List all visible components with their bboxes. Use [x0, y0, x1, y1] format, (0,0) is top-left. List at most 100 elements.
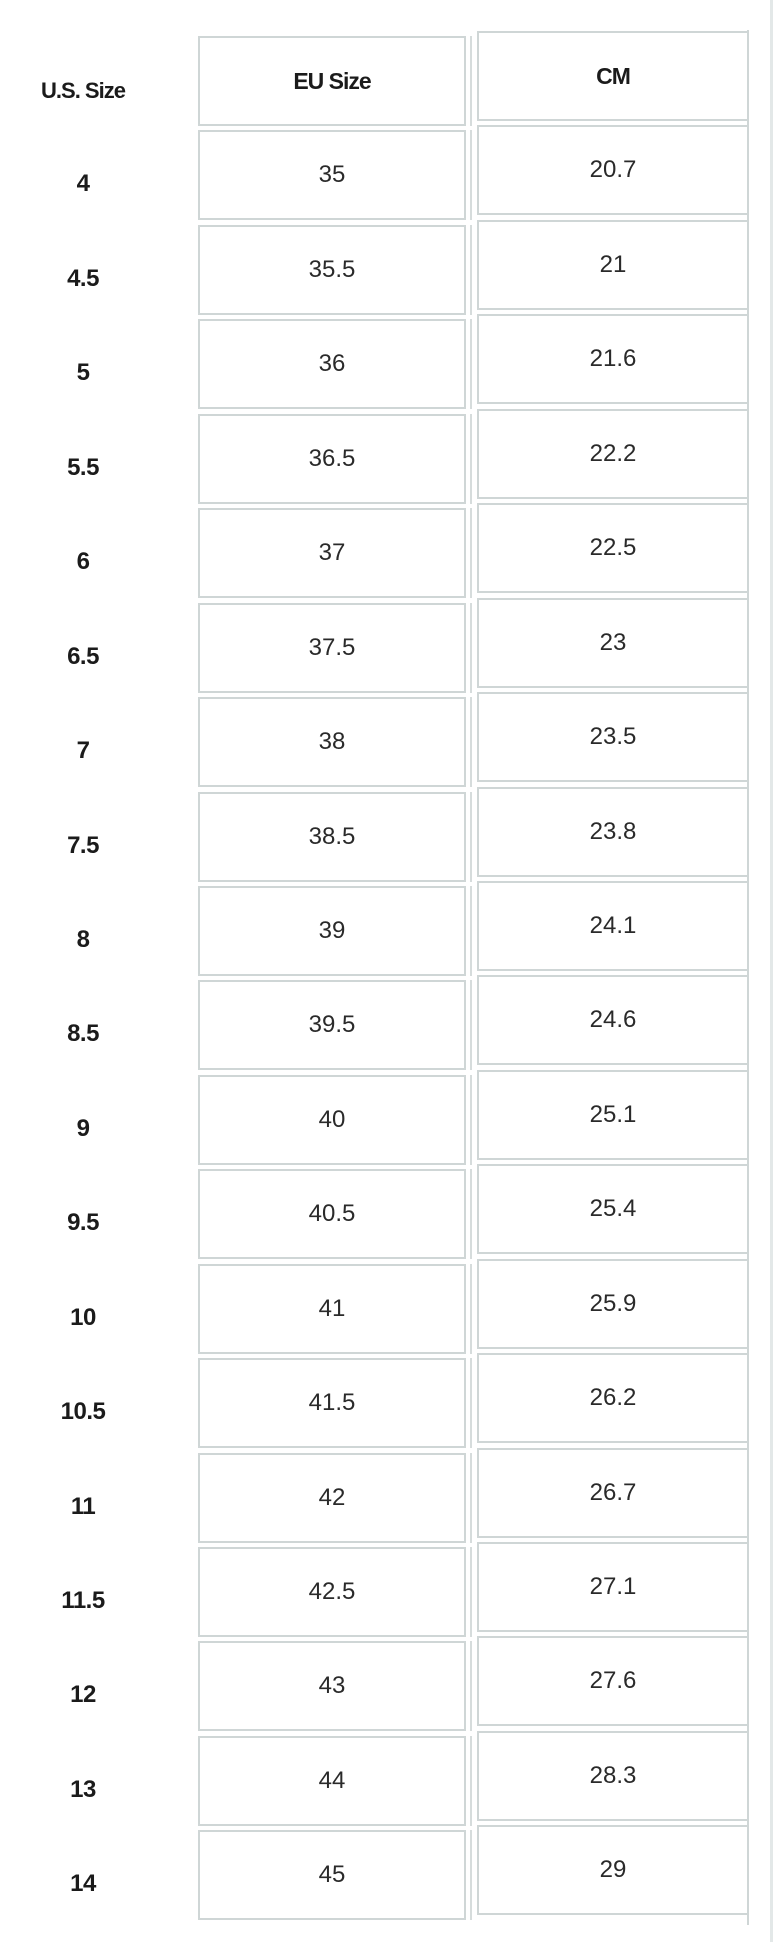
eu-size-cell: 41.5 — [198, 1358, 466, 1449]
cm-cell: 22.2 — [477, 408, 747, 499]
column-divider — [470, 413, 472, 504]
eu-size-cell: 43 — [198, 1641, 466, 1732]
eu-size-cell: 36 — [198, 319, 466, 410]
table-row: 5 36 21.6 — [0, 314, 776, 413]
header-cm: CM — [477, 31, 747, 121]
eu-size-cell: 44 — [198, 1735, 466, 1826]
header-eu-size: EU Size — [198, 36, 466, 126]
cm-cell: 27.6 — [477, 1636, 747, 1727]
column-divider — [470, 508, 472, 599]
column-divider — [470, 791, 472, 882]
us-size-cell: 13 — [70, 1775, 96, 1803]
table-row: 7 38 23.5 — [0, 692, 776, 791]
eu-size-cell: 35 — [198, 130, 466, 221]
us-size-cell: 7.5 — [67, 831, 99, 859]
cm-cell: 25.1 — [477, 1069, 747, 1160]
column-divider — [470, 1074, 472, 1165]
eu-size-cell: 45 — [198, 1830, 466, 1921]
eu-size-cell: 36.5 — [198, 413, 466, 504]
table-row: 8.5 39.5 24.6 — [0, 975, 776, 1074]
column-divider — [470, 697, 472, 788]
cm-cell: 23 — [477, 597, 747, 688]
table-row: 5.5 36.5 22.2 — [0, 408, 776, 508]
us-size-cell: 9 — [76, 1114, 90, 1142]
cm-cell: 21.6 — [477, 314, 747, 405]
table-header-row: U.S. Size EU Size CM — [0, 31, 776, 130]
us-size-cell: 10.5 — [60, 1398, 106, 1426]
cm-cell: 29 — [477, 1825, 747, 1916]
table-row: 7.5 38.5 23.8 — [0, 786, 776, 886]
table-row: 9 40 25.1 — [0, 1069, 776, 1169]
column-divider — [470, 1641, 472, 1732]
table-row: 4 35 20.7 — [0, 125, 776, 224]
us-size-cell: 8 — [76, 925, 90, 953]
table-row: 12 43 27.6 — [0, 1636, 776, 1735]
table-row: 14 45 29 — [0, 1825, 776, 1924]
cm-cell: 22.5 — [477, 503, 747, 594]
cm-cell: 25.4 — [477, 1164, 747, 1255]
table-row: 11.5 42.5 27.1 — [0, 1542, 776, 1641]
column-divider — [470, 36, 472, 126]
cm-cell: 24.1 — [477, 880, 747, 971]
table-row: 8 39 24.1 — [0, 880, 776, 980]
us-size-cell: 9.5 — [67, 1209, 99, 1237]
column-divider — [470, 1735, 472, 1826]
page-edge-divider — [770, 0, 773, 1942]
us-size-cell: 5 — [76, 359, 90, 387]
column-divider — [470, 319, 472, 410]
column-divider — [470, 224, 472, 315]
eu-size-cell: 38 — [198, 697, 466, 788]
eu-size-cell: 39 — [198, 885, 466, 976]
us-size-cell: 5.5 — [67, 453, 99, 481]
table-row: 11 42 26.7 — [0, 1447, 776, 1547]
eu-size-cell: 40.5 — [198, 1169, 466, 1260]
size-chart-table: U.S. Size EU Size CM 4 35 20.7 4.5 35.5 21 5 36… — [0, 31, 776, 1925]
eu-size-cell: 38.5 — [198, 791, 466, 882]
cm-cell: 25.9 — [477, 1258, 747, 1349]
eu-size-cell: 37 — [198, 508, 466, 599]
cm-cell: 21 — [477, 219, 747, 310]
us-size-cell: 10 — [70, 1303, 96, 1331]
table-row: 9.5 40.5 25.4 — [0, 1164, 776, 1263]
table-row: 6.5 37.5 23 — [0, 597, 776, 697]
column-divider — [470, 1169, 472, 1260]
table-row: 6 37 22.5 — [0, 503, 776, 602]
column-divider — [470, 1830, 472, 1921]
table-right-border — [747, 30, 749, 1925]
cm-cell: 26.7 — [477, 1447, 747, 1538]
us-size-cell: 8.5 — [67, 1020, 99, 1048]
us-size-cell: 14 — [70, 1870, 96, 1898]
column-divider — [470, 130, 472, 221]
eu-size-cell: 35.5 — [198, 224, 466, 315]
us-size-cell: 6.5 — [67, 642, 99, 670]
cm-cell: 24.6 — [477, 975, 747, 1066]
table-row: 13 44 28.3 — [0, 1730, 776, 1830]
column-divider — [470, 980, 472, 1071]
column-divider — [470, 1547, 472, 1637]
column-divider — [470, 885, 472, 976]
eu-size-cell: 39.5 — [198, 980, 466, 1071]
column-divider — [470, 1358, 472, 1449]
us-size-cell: 12 — [70, 1681, 96, 1709]
cm-cell: 26.2 — [477, 1353, 747, 1444]
us-size-cell: 7 — [76, 737, 90, 765]
eu-size-cell: 42.5 — [198, 1547, 466, 1637]
cm-cell: 20.7 — [477, 125, 747, 216]
cm-cell: 28.3 — [477, 1730, 747, 1821]
cm-cell: 27.1 — [477, 1542, 747, 1632]
column-divider — [470, 1263, 472, 1354]
eu-size-cell: 37.5 — [198, 602, 466, 693]
header-us-size: U.S. Size — [41, 78, 126, 103]
us-size-cell: 4 — [76, 170, 90, 198]
us-size-cell: 11 — [70, 1492, 96, 1520]
eu-size-cell: 40 — [198, 1074, 466, 1165]
column-divider — [470, 602, 472, 693]
eu-size-cell: 41 — [198, 1263, 466, 1354]
table-row: 4.5 35.5 21 — [0, 219, 776, 319]
us-size-cell: 11.5 — [61, 1587, 105, 1614]
cm-cell: 23.8 — [477, 786, 747, 877]
us-size-cell: 4.5 — [67, 264, 99, 292]
cm-cell: 23.5 — [477, 692, 747, 783]
table-row: 10.5 41.5 26.2 — [0, 1353, 776, 1452]
column-divider — [470, 1452, 472, 1543]
